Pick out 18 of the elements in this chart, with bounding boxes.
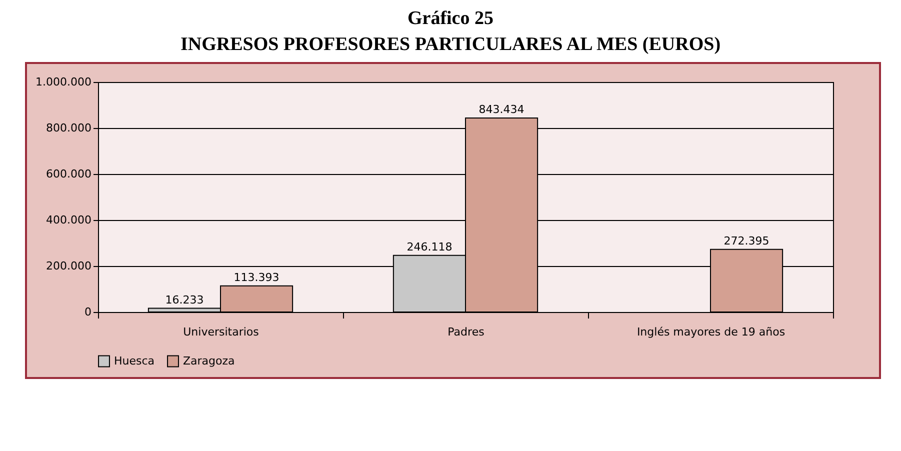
y-tick-label: 800.000: [46, 122, 92, 134]
x-tick-label: Inglés mayores de 19 años: [636, 326, 786, 338]
y-tick-label: 200.000: [46, 260, 92, 272]
data-label: 16.233: [165, 293, 204, 306]
chart-title: Gráfico 25: [406, 8, 494, 30]
y-tick-label: 1.000.000: [36, 76, 92, 88]
chart-subtitle: INGRESOS PROFESORES PARTICULARES AL MES (EUROS): [179, 34, 722, 56]
legend-label: Zaragoza: [183, 354, 235, 368]
data-label: 272.395: [724, 234, 770, 248]
y-tick-label: 0: [84, 306, 92, 318]
data-label: 113.393: [234, 270, 280, 284]
x-tick-label: Universitarios: [183, 326, 260, 338]
y-tick-label: 600.000: [46, 168, 92, 180]
data-label: 246.118: [406, 240, 452, 254]
y-tick-label: 400.000: [46, 214, 92, 226]
legend-label: Huesca: [114, 354, 155, 368]
x-tick-label: Padres: [448, 326, 485, 338]
data-label: 843.434: [478, 103, 524, 116]
